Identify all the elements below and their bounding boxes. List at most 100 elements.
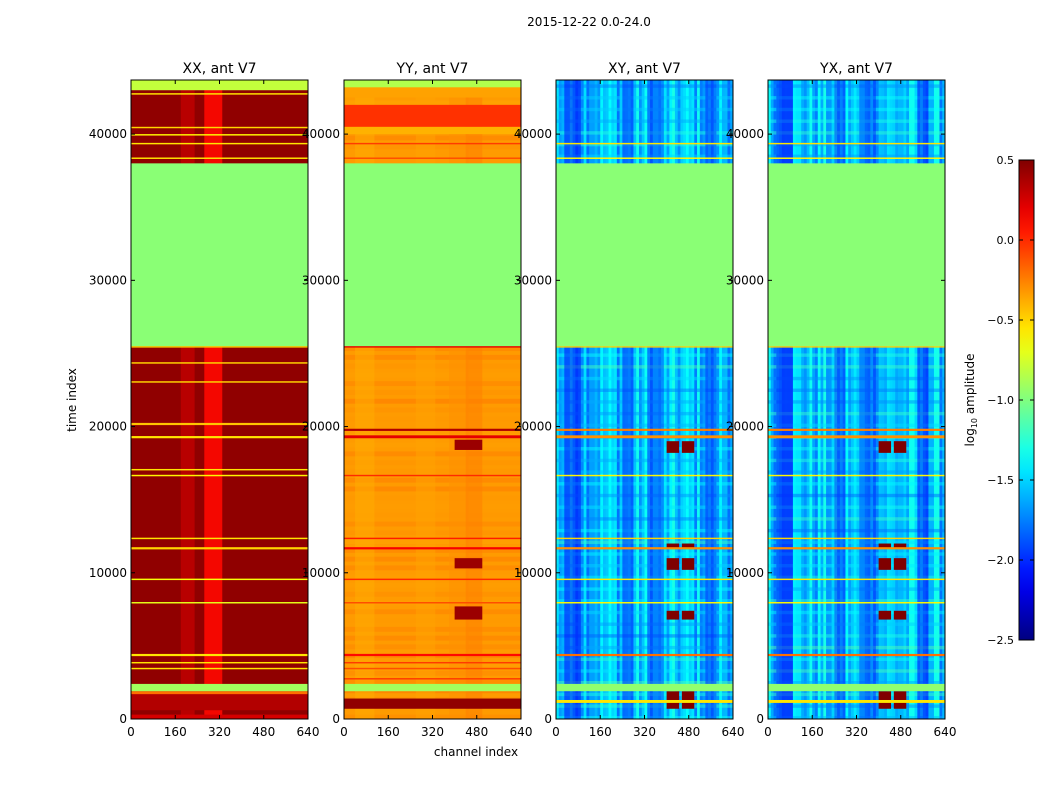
- y-tick-label: 40000: [89, 127, 127, 141]
- noise-row: [556, 388, 733, 392]
- time-band: [344, 667, 521, 670]
- noise-row: [768, 610, 945, 615]
- channel-column: [586, 80, 590, 719]
- noise-row: [556, 376, 733, 381]
- time-band: [344, 104, 521, 127]
- channel-column: [942, 80, 945, 719]
- x-tick-label: 320: [845, 725, 868, 739]
- noise-row: [556, 447, 733, 451]
- noise-row: [768, 645, 945, 650]
- channel-column: [616, 80, 621, 719]
- time-band: [344, 87, 521, 98]
- noise-row: [768, 692, 945, 697]
- high-amplitude-block: [681, 441, 695, 453]
- time-band: [344, 157, 521, 159]
- channel-column: [903, 80, 907, 719]
- high-amplitude-block: [893, 610, 907, 620]
- noise-row: [556, 470, 733, 474]
- time-band: [344, 126, 521, 135]
- channel-column: [889, 80, 893, 719]
- time-band: [131, 163, 308, 347]
- y-tick-label: 20000: [89, 420, 127, 434]
- noise-row: [768, 517, 945, 521]
- channel-column: [636, 80, 640, 719]
- channel-column: [773, 80, 777, 719]
- noise-row: [768, 447, 945, 451]
- channel-column: [886, 80, 891, 719]
- channel-column: [856, 80, 860, 719]
- colorbar-tick-label: −1.5: [987, 474, 1014, 487]
- channel-column: [875, 80, 880, 719]
- high-amplitude-block: [454, 439, 483, 450]
- time-band: [131, 436, 308, 439]
- noise-row: [556, 634, 733, 638]
- time-band: [344, 163, 521, 347]
- noise-row: [556, 154, 733, 158]
- channel-column: [694, 80, 698, 719]
- noise-row: [768, 528, 945, 533]
- colorbar-tick-label: −2.0: [987, 554, 1014, 567]
- time-band: [556, 683, 733, 692]
- noise-row: [768, 470, 945, 474]
- high-amplitude-block: [454, 606, 483, 620]
- channel-column: [644, 80, 648, 719]
- time-band: [344, 653, 521, 657]
- time-band: [131, 667, 308, 670]
- channel-column: [845, 80, 849, 719]
- channel-column: [831, 80, 835, 719]
- time-band: [556, 547, 733, 550]
- noise-row: [556, 599, 733, 603]
- time-band: [131, 346, 308, 348]
- channel-column: [906, 80, 910, 719]
- channel-column: [727, 80, 731, 719]
- time-band: [344, 678, 521, 680]
- noise-row: [556, 411, 733, 416]
- channel-column: [611, 80, 615, 719]
- time-band: [768, 474, 945, 477]
- noise-row: [768, 84, 945, 88]
- channel-column: [719, 80, 723, 719]
- channel-column: [795, 80, 799, 719]
- channel-column: [820, 80, 824, 719]
- noise-row: [556, 493, 733, 498]
- time-band: [768, 435, 945, 439]
- x-tick-label: 640: [297, 725, 320, 739]
- noise-row: [768, 634, 945, 638]
- time-band: [131, 134, 308, 136]
- x-tick-label: 160: [589, 725, 612, 739]
- time-band: [344, 661, 521, 664]
- noise-row: [556, 119, 733, 123]
- channel-column: [914, 80, 918, 719]
- high-amplitude-block: [893, 543, 907, 548]
- time-band: [344, 474, 521, 477]
- channel-column: [900, 80, 905, 719]
- time-band: [131, 661, 308, 664]
- noise-row: [556, 505, 733, 509]
- x-tick-label: 320: [208, 725, 231, 739]
- channel-column: [672, 80, 676, 719]
- channel-stripe: [834, 80, 846, 719]
- time-band: [131, 362, 308, 364]
- noise-row: [556, 517, 733, 521]
- colorbar-label: log10 amplitude: [963, 354, 979, 447]
- x-tick-label: 160: [377, 725, 400, 739]
- channel-column: [933, 80, 938, 719]
- time-band: [556, 653, 733, 657]
- channel-column: [809, 80, 813, 719]
- y-tick-label: 30000: [514, 273, 552, 287]
- noise-row: [768, 107, 945, 112]
- x-tick-label: 0: [340, 725, 348, 739]
- y-axis-label: time index: [65, 368, 79, 432]
- channel-column: [895, 80, 899, 719]
- time-band: [131, 547, 308, 550]
- x-tick-label: 160: [164, 725, 187, 739]
- time-band: [768, 653, 945, 657]
- channel-column: [589, 80, 593, 719]
- x-tick-label: 640: [510, 725, 533, 739]
- channel-column: [931, 80, 935, 719]
- channel-stripe: [917, 80, 929, 719]
- high-amplitude-block: [681, 543, 695, 548]
- y-tick-label: 0: [119, 712, 127, 726]
- channel-column: [817, 80, 822, 719]
